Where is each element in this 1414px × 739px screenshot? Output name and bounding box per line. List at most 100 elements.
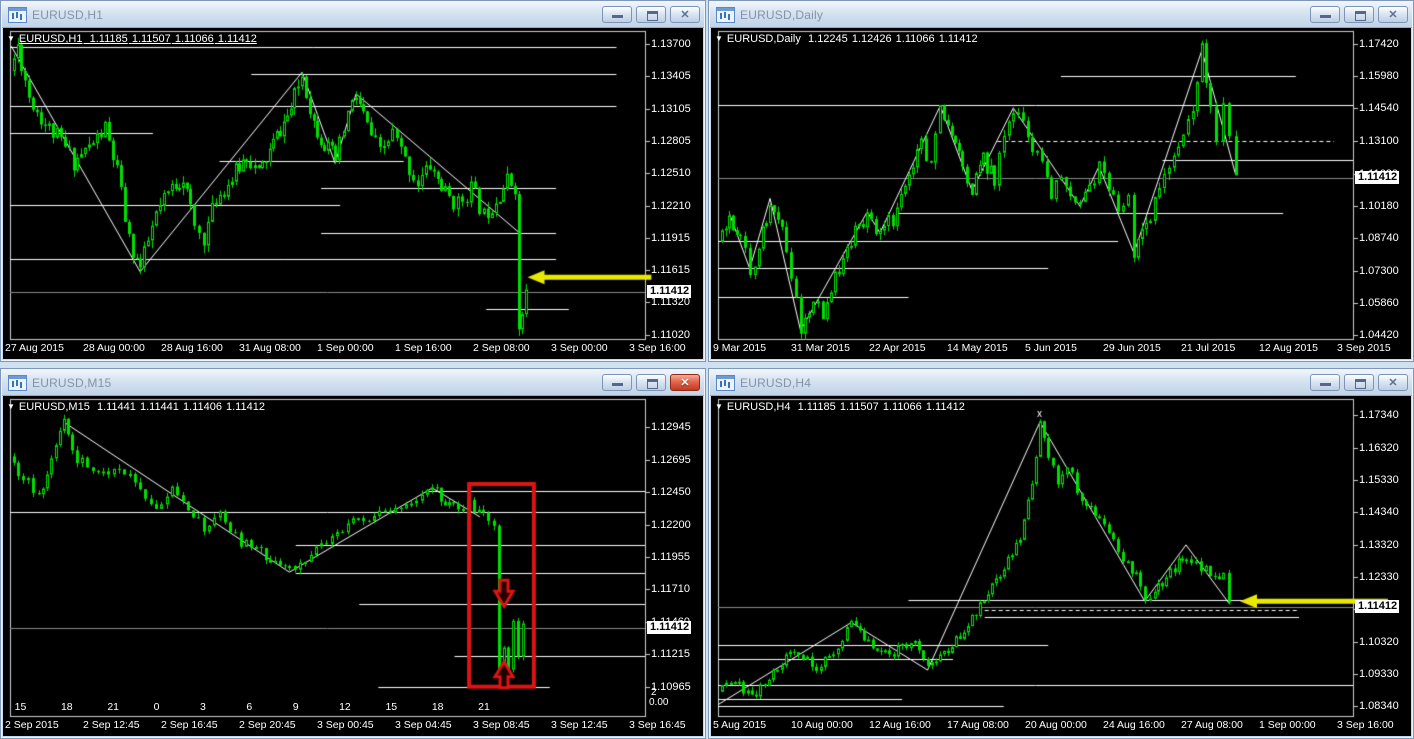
close-button[interactable]: ✕ [670,6,700,23]
price-tick-label: 1.09330 [1359,667,1399,680]
time-axis-label: 27 Aug 2015 [5,342,64,354]
price-tick-label: 1.11915 [651,231,690,244]
ohlc-info: ▼ EURUSD,H4 1.11185 1.11507 1.11066 1.114… [715,401,965,413]
price-tick-label: 1.05860 [1359,296,1399,309]
time-axis-label: 3 Sep 16:00 [1337,719,1394,731]
price-tick-label: 1.11320 [651,296,690,309]
symbol-marker-icon: ▼ [715,402,723,411]
time-axis-label: 2 Sep 20:45 [239,719,296,731]
time-axis-label: 3 Sep 16:00 [629,342,686,354]
time-axis-label: 5 Aug 2015 [713,719,767,731]
chart-window-m15: EURUSD,M15 ✕ ▼ EURUSD,M15 1.11441 1.11441… [0,368,706,739]
time-axis-label: 10 Aug 00:00 [791,719,853,731]
price-tick-label: 1.13405 [651,70,691,82]
window-titlebar[interactable]: EURUSD,Daily ✕ [710,2,1412,28]
hour-separator-label: 21 [107,701,120,713]
daily-chart-canvas[interactable] [711,28,1411,359]
time-axis-label: 1 Sep 00:00 [1259,719,1316,731]
restore-button[interactable] [1344,6,1374,23]
daily-chart-area: ▼ EURUSD,Daily 1.12245 1.12426 1.11066 1.… [711,28,1411,359]
time-axis-label: 1 Sep 16:00 [395,342,452,354]
price-tick-label: 1.11215 [651,648,690,661]
price-tick-label: 1.12510 [651,167,691,180]
time-axis-label: 9 Mar 2015 [713,342,767,354]
close-button[interactable]: ✕ [1378,6,1408,23]
minimize-icon [612,15,623,18]
time-axis-label: 31 Mar 2015 [791,342,850,354]
symbol-marker-icon: ▼ [7,402,15,411]
window-titlebar[interactable]: EURUSD,H1 ✕ [2,2,704,28]
price-tick-label: 1.11955 [651,551,690,564]
chart-window-daily: EURUSD,Daily ✕ ▼ EURUSD,Daily 1.12245 1.1… [708,0,1414,362]
time-axis-label: 28 Aug 00:00 [83,342,145,354]
close-button[interactable]: ✕ [1378,374,1408,391]
m15-chart-area: ▼ EURUSD,M15 1.11441 1.11441 1.11406 1.11… [3,396,703,736]
window-title: EURUSD,M15 [32,375,112,390]
time-axis-label: 14 May 2015 [947,342,1008,354]
hour-separator-label: 9 [292,701,299,713]
price-tick-label: 1.11615 [651,264,690,277]
hour-separator-label: 3 [200,701,206,713]
chart-window-icon [8,374,27,391]
close-button[interactable]: ✕ [670,374,700,391]
time-axis-label: 28 Aug 16:00 [161,342,223,354]
price-tick-label: 1.13105 [651,102,691,115]
time-axis-label: 3 Sep 00:00 [551,342,608,354]
close-icon: ✕ [680,377,690,389]
time-axis-label: 1 Sep 00:00 [317,342,374,354]
price-tick-label: 1.12210 [651,199,691,212]
minimize-button[interactable] [602,374,632,391]
time-axis-label: 27 Aug 08:00 [1181,719,1243,731]
time-axis-label: 2 Sep 12:45 [83,719,140,731]
m15-chart-canvas[interactable] [3,396,703,736]
h4-chart-canvas[interactable] [711,396,1411,736]
price-tick-label: 1.10180 [1359,200,1399,213]
price-tick-label: 1.12330 [1359,570,1399,583]
hour-separator-label: 18 [431,701,444,713]
restore-icon [647,379,658,389]
minimize-icon [612,383,623,386]
time-axis-label: 3 Sep 2015 [1337,342,1391,354]
window-titlebar[interactable]: EURUSD,H4 ✕ [710,370,1412,396]
time-axis-label: 2 Sep 2015 [5,719,59,731]
restore-button[interactable] [636,6,666,23]
window-title: EURUSD,Daily [740,7,824,22]
minimize-icon [1320,383,1331,386]
minimize-icon [1320,15,1331,18]
hour-separator-label: 15 [385,701,398,713]
restore-button[interactable] [1344,374,1374,391]
symbol-marker-icon: ▼ [715,34,723,43]
restore-button[interactable] [636,374,666,391]
time-axis-label: 3 Sep 08:45 [473,719,530,731]
minimize-button[interactable] [1310,374,1340,391]
time-axis-label: 3 Sep 00:45 [317,719,374,731]
time-axis-label: 22 Apr 2015 [869,342,926,354]
price-tick-label: 1.17340 [1359,408,1399,421]
price-tick-label: 1.13100 [1359,134,1399,147]
price-tick-label: 1.14340 [1359,505,1399,518]
chart-window-h4: EURUSD,H4 ✕ ▼ EURUSD,H4 1.11185 1.11507 1… [708,368,1414,739]
current-price-label: 1.11412 [647,285,692,299]
window-titlebar[interactable]: EURUSD,M15 ✕ [2,370,704,396]
hour-separator-label: 0 [153,701,160,713]
time-axis-label: 2 Sep 08:00 [473,342,530,354]
ohlc-info: ▼ EURUSD,H1 1.11185 1.11507 1.11066 1.114… [7,33,257,45]
price-tick-label: 1.15980 [1359,70,1399,83]
price-tick-label: 1.17420 [1359,37,1399,50]
price-tick-label: 1.07300 [1359,264,1399,277]
minimize-button[interactable] [1310,6,1340,23]
hour-separator-label: 12 [339,701,351,713]
price-tick-label: 1.12200 [651,518,691,531]
current-price-label: 1.11412 [647,621,692,635]
ohlc-info: ▼ EURUSD,Daily 1.12245 1.12426 1.11066 1.… [715,33,978,45]
price-tick-label: 1.14540 [1359,102,1399,115]
h1-chart-canvas[interactable] [3,28,703,359]
time-axis-label: 29 Jun 2015 [1103,342,1161,354]
price-tick-label: 1.08340 [1359,699,1399,712]
minimize-button[interactable] [602,6,632,23]
price-tick-label: 1.12695 [651,453,691,466]
time-axis-label: 3 Sep 04:45 [395,719,452,731]
hour-separator-label: 21 [478,701,490,713]
hour-separator-label: 15 [14,701,27,713]
time-axis-label: 21 Jul 2015 [1181,342,1236,354]
